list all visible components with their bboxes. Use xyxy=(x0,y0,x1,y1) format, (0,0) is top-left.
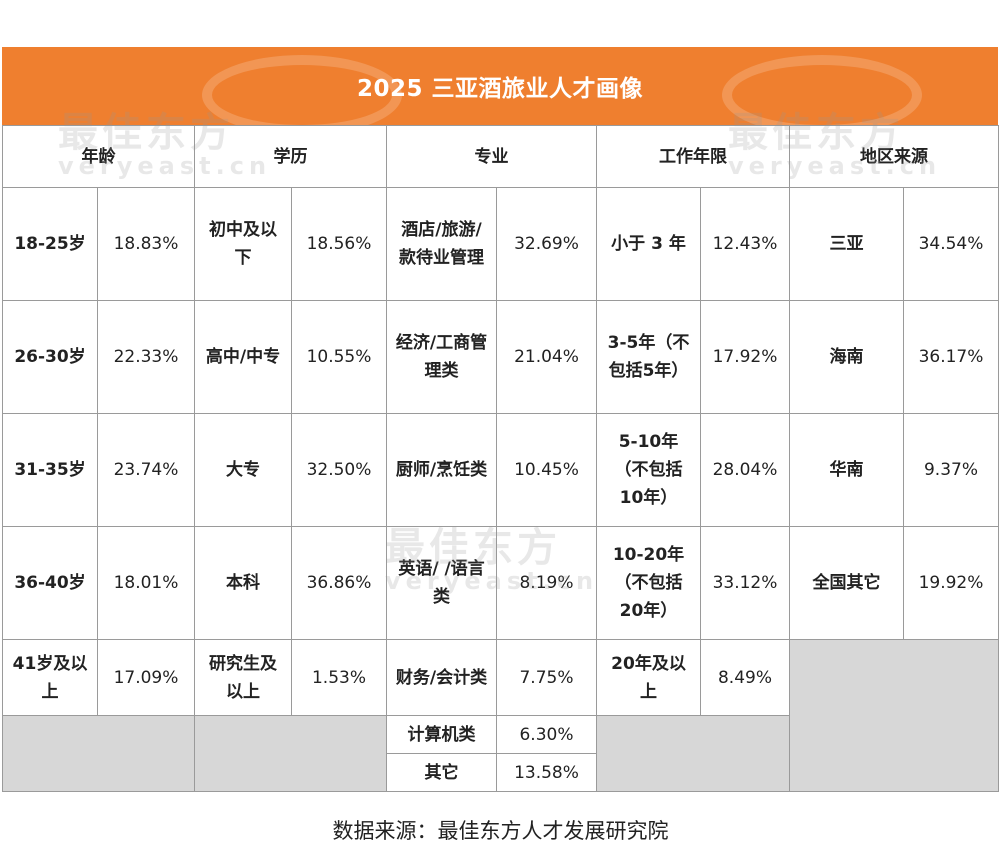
experience-value: 8.49% xyxy=(700,639,790,716)
experience-label: 10-20年（不包括20年） xyxy=(596,526,701,640)
experience-value: 28.04% xyxy=(700,413,790,527)
education-label: 本科 xyxy=(194,526,292,640)
major-value: 7.75% xyxy=(496,639,597,716)
education-label: 大专 xyxy=(194,413,292,527)
age-label: 31-35岁 xyxy=(2,413,98,527)
major-value: 10.45% xyxy=(496,413,597,527)
table-row: 26-30岁 22.33% 高中/中专 10.55% 经济/工商管理类 21.0… xyxy=(2,300,999,414)
experience-value: 17.92% xyxy=(700,300,790,414)
age-label: 41岁及以上 xyxy=(2,639,98,716)
empty-cell xyxy=(789,639,999,792)
experience-label: 5-10年（不包括10年） xyxy=(596,413,701,527)
age-label: 18-25岁 xyxy=(2,187,98,301)
major-value: 8.19% xyxy=(496,526,597,640)
experience-value: 33.12% xyxy=(700,526,790,640)
education-label: 研究生及以上 xyxy=(194,639,292,716)
talent-profile-table: 2025 三亚酒旅业人才画像 年龄 学历 专业 工作年限 地区来源 18-25岁… xyxy=(2,47,999,792)
header-major: 专业 xyxy=(386,125,597,188)
table-row: 其它 13.58% xyxy=(3,753,999,792)
major-value: 13.58% xyxy=(496,753,597,792)
major-label: 财务/会计类 xyxy=(386,639,497,716)
table-row: 18-25岁 18.83% 初中及以下 18.56% 酒店/旅游/款待业管理 3… xyxy=(2,187,999,301)
education-label: 初中及以下 xyxy=(194,187,292,301)
age-label: 36-40岁 xyxy=(2,526,98,640)
education-value: 10.55% xyxy=(291,300,387,414)
region-label: 全国其它 xyxy=(789,526,904,640)
age-value: 22.33% xyxy=(97,300,195,414)
experience-value: 12.43% xyxy=(700,187,790,301)
education-value: 36.86% xyxy=(291,526,387,640)
header-age: 年龄 xyxy=(2,125,195,188)
header-education: 学历 xyxy=(194,125,387,188)
education-value: 18.56% xyxy=(291,187,387,301)
header-region: 地区来源 xyxy=(789,125,999,188)
banner-logo-decoration xyxy=(722,55,922,125)
experience-label: 20年及以上 xyxy=(596,639,701,716)
education-value: 32.50% xyxy=(291,413,387,527)
empty-cell xyxy=(2,715,195,792)
title-banner: 2025 三亚酒旅业人才画像 xyxy=(2,47,998,125)
table-row: 计算机类 6.30% xyxy=(2,715,999,792)
age-value: 18.83% xyxy=(97,187,195,301)
data-source-note: 数据来源：最佳东方人才发展研究院 xyxy=(332,819,669,843)
education-value: 1.53% xyxy=(291,639,387,716)
major-value: 32.69% xyxy=(496,187,597,301)
empty-cell xyxy=(596,715,790,792)
empty-cell xyxy=(194,715,387,792)
age-value: 23.74% xyxy=(97,413,195,527)
page-title: 2025 三亚酒旅业人才画像 xyxy=(356,76,644,102)
age-value: 18.01% xyxy=(97,526,195,640)
data-grid: 年龄 学历 专业 工作年限 地区来源 18-25岁 18.83% 初中及以下 1… xyxy=(2,125,999,792)
region-label: 三亚 xyxy=(789,187,904,301)
major-label: 经济/工商管理类 xyxy=(386,300,497,414)
region-value: 34.54% xyxy=(903,187,999,301)
region-label: 华南 xyxy=(789,413,904,527)
header-experience: 工作年限 xyxy=(596,125,790,188)
major-label: 英语/ /语言类 xyxy=(386,526,497,640)
table-row: 31-35岁 23.74% 大专 32.50% 厨师/烹饪类 10.45% 5-… xyxy=(2,413,999,527)
major-value: 6.30% xyxy=(496,715,597,754)
header-row: 年龄 学历 专业 工作年限 地区来源 xyxy=(2,125,999,188)
education-label: 高中/中专 xyxy=(194,300,292,414)
major-label: 计算机类 xyxy=(386,715,497,754)
table-row: 36-40岁 18.01% 本科 36.86% 英语/ /语言类 8.19% 1… xyxy=(2,526,999,640)
age-label: 26-30岁 xyxy=(2,300,98,414)
major-label: 厨师/烹饪类 xyxy=(386,413,497,527)
banner-logo-decoration xyxy=(202,55,402,125)
region-value: 36.17% xyxy=(903,300,999,414)
experience-label: 小于 3 年 xyxy=(596,187,701,301)
region-label: 海南 xyxy=(789,300,904,414)
major-label: 酒店/旅游/款待业管理 xyxy=(386,187,497,301)
experience-label: 3-5年（不包括5年） xyxy=(596,300,701,414)
region-value: 19.92% xyxy=(903,526,999,640)
age-value: 17.09% xyxy=(97,639,195,716)
major-label: 其它 xyxy=(386,753,497,792)
table-row: 41岁及以上 17.09% 研究生及以上 1.53% 财务/会计类 7.75% … xyxy=(2,639,999,792)
major-value: 21.04% xyxy=(496,300,597,414)
region-value: 9.37% xyxy=(903,413,999,527)
